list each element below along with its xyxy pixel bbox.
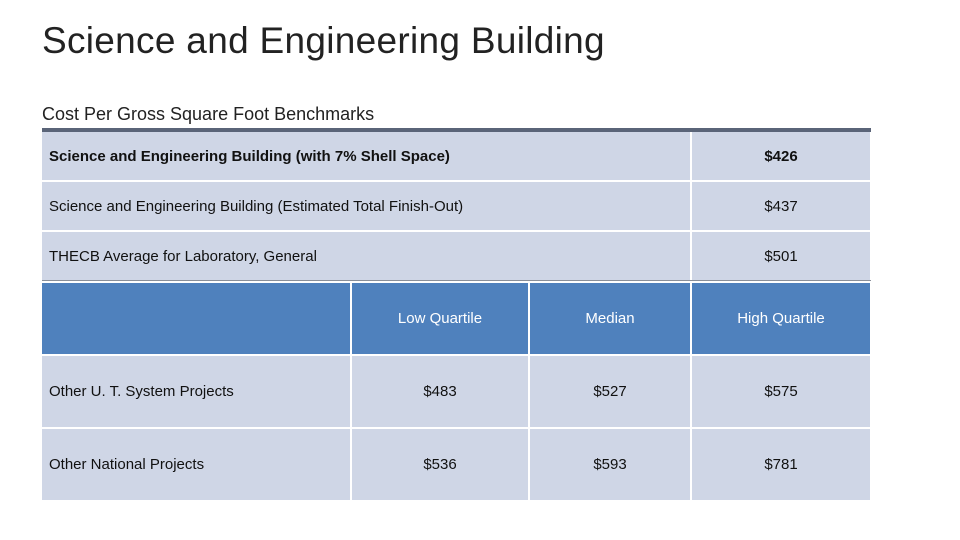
row-label: Other U. T. System Projects (42, 356, 350, 427)
table-caption: Cost Per Gross Square Foot Benchmarks (42, 104, 375, 124)
table-bottom-rule (42, 280, 871, 281)
row-value: $426 (692, 132, 870, 180)
cell-value: $527 (530, 356, 690, 427)
row-label: Science and Engineering Building (Estima… (42, 182, 690, 230)
cell-value: $483 (352, 356, 528, 427)
cell-value: $781 (692, 429, 870, 500)
cell-value: $575 (692, 356, 870, 427)
row-label: Science and Engineering Building (with 7… (42, 132, 690, 180)
cell-value: $593 (530, 429, 690, 500)
slide-title: Science and Engineering Building (42, 20, 605, 61)
column-header: High Quartile (692, 283, 870, 354)
cell-value: $536 (352, 429, 528, 500)
column-header: Low Quartile (352, 283, 528, 354)
column-header: Median (530, 283, 690, 354)
table-top-rule (42, 128, 871, 132)
row-value: $501 (692, 232, 870, 280)
row-label: Other National Projects (42, 429, 350, 500)
header-blank (42, 283, 350, 354)
row-value: $437 (692, 182, 870, 230)
row-label: THECB Average for Laboratory, General (42, 232, 690, 280)
